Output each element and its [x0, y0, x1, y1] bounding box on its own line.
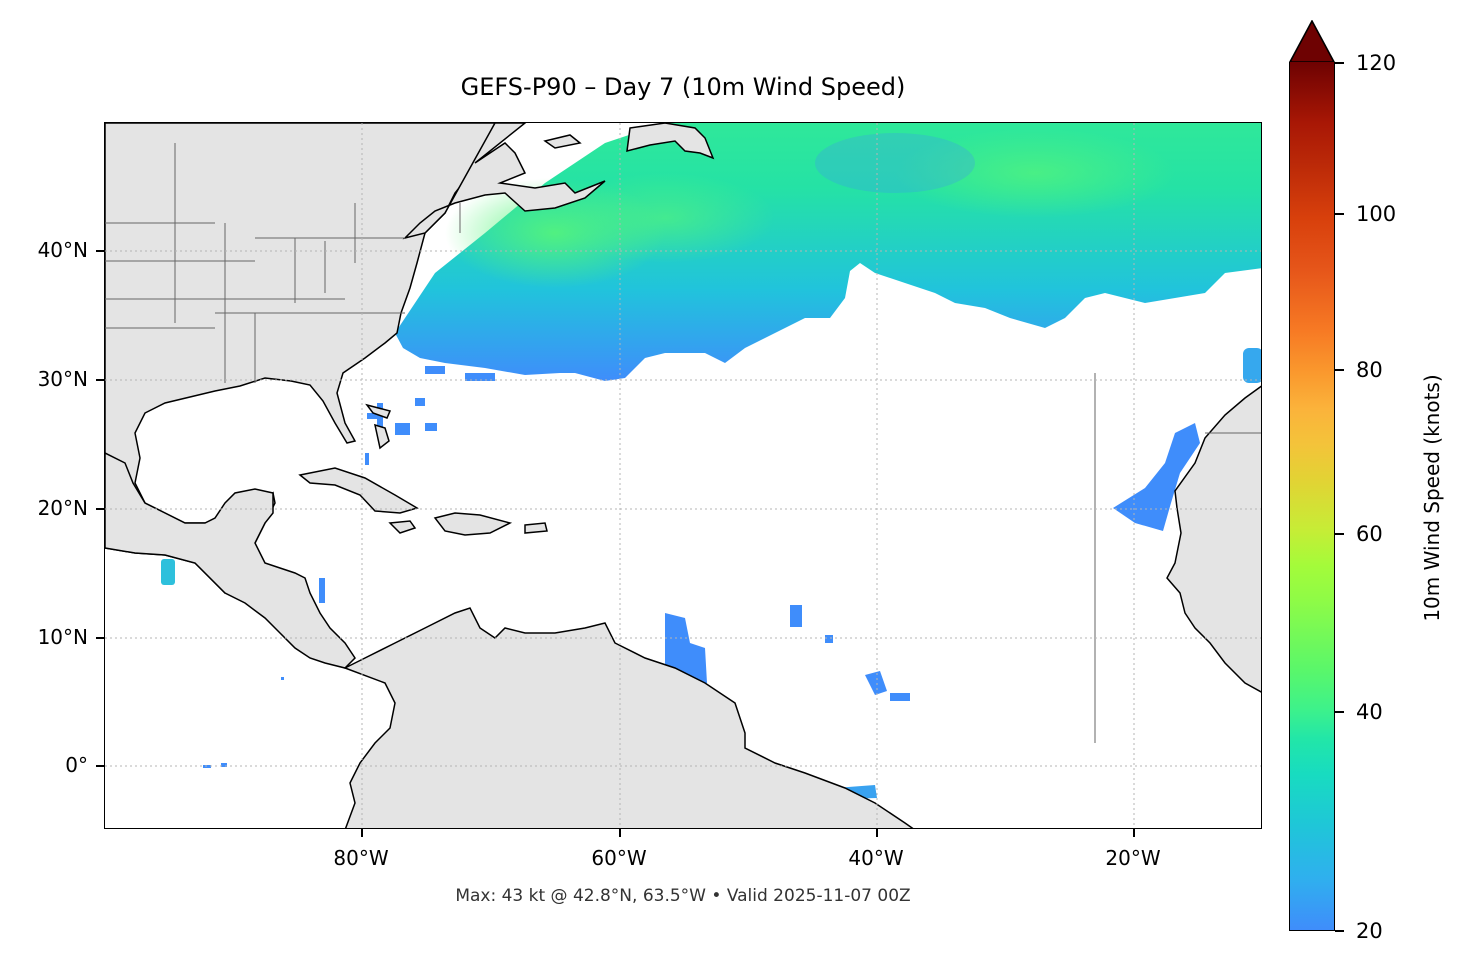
colorbar-extend-arrow	[1289, 20, 1335, 63]
colorbar-tick-label: 20	[1356, 919, 1383, 943]
y-tick	[96, 637, 104, 639]
land-canada-maritimes	[402, 123, 715, 240]
map-canvas	[105, 123, 1261, 828]
colorbar-tick	[1335, 369, 1344, 371]
chart-title: GEFS-P90 – Day 7 (10m Wind Speed)	[460, 73, 906, 101]
x-tick	[361, 829, 363, 837]
state-borders	[105, 143, 1261, 743]
y-tick	[96, 508, 104, 510]
colorbar-tick-label: 40	[1356, 700, 1383, 724]
x-tick-label: 60°W	[591, 846, 647, 870]
x-tick-label: 80°W	[333, 846, 389, 870]
x-tick	[876, 829, 878, 837]
y-tick-label: 10°N	[37, 625, 88, 649]
colorbar-tick-label: 60	[1356, 522, 1383, 546]
colorbar-tick-label: 120	[1356, 51, 1397, 75]
colorbar-tick	[1335, 62, 1344, 64]
y-tick-label: 30°N	[37, 367, 88, 391]
wind-field-nw-africa	[1113, 423, 1200, 531]
gridlines	[105, 123, 1261, 828]
x-tick	[1133, 829, 1135, 837]
y-tick-label: 0°	[65, 753, 88, 777]
land-south-america	[343, 607, 914, 828]
land-caribbean	[298, 403, 548, 536]
colorbar-tick-label: 80	[1356, 358, 1383, 382]
colorbar-tick	[1335, 930, 1344, 932]
colorbar-tick-label: 100	[1356, 202, 1397, 226]
wind-field-tehuantepec	[161, 559, 175, 585]
land-west-africa	[1166, 385, 1261, 693]
map-plot-area[interactable]	[104, 122, 1262, 829]
y-tick	[96, 250, 104, 252]
x-tick-label: 40°W	[848, 846, 904, 870]
y-tick-label: 40°N	[37, 238, 88, 262]
land-central-america	[105, 452, 356, 669]
colorbar-label: 10m Wind Speed (knots)	[1420, 374, 1444, 622]
colorbar-tick	[1335, 213, 1344, 215]
max-valid-caption: Max: 43 kt @ 42.8°N, 63.5°W • Valid 2025…	[455, 886, 911, 906]
colorbar	[1289, 62, 1335, 931]
colorbar-tick	[1335, 533, 1344, 535]
x-tick-label: 20°W	[1105, 846, 1161, 870]
y-tick	[96, 765, 104, 767]
x-tick	[619, 829, 621, 837]
colorbar-tick	[1335, 711, 1344, 713]
y-tick-label: 20°N	[37, 496, 88, 520]
wind-field-north-atlantic	[395, 123, 1261, 383]
y-tick	[96, 379, 104, 381]
